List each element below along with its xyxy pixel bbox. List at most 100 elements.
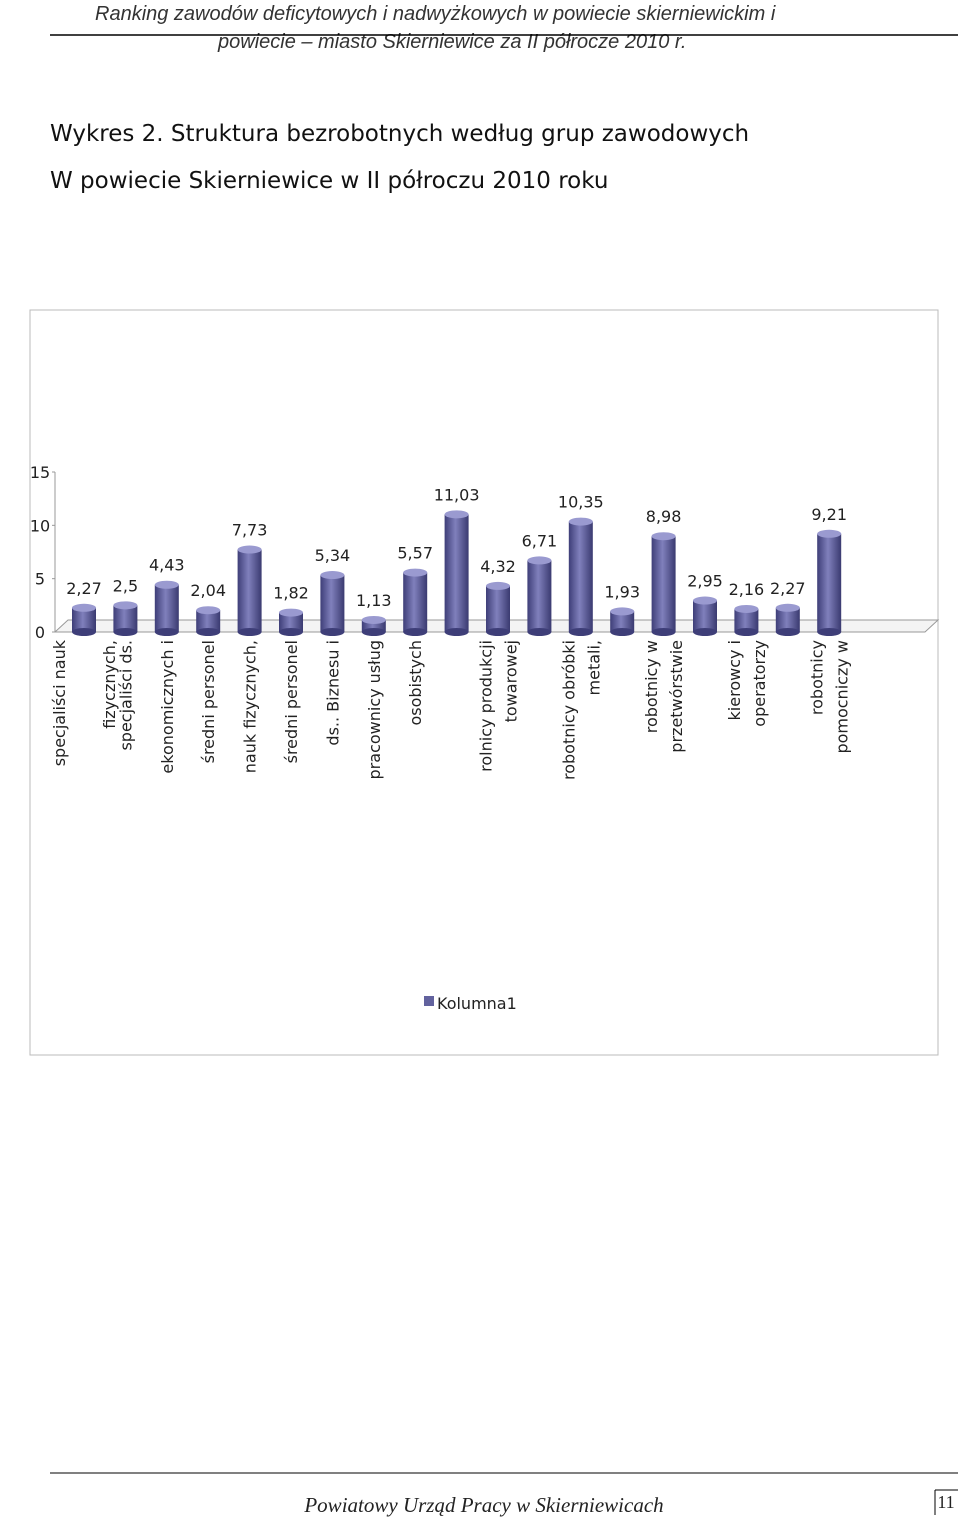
bar-body — [279, 612, 303, 632]
bar-body — [734, 608, 759, 632]
x-tick-label: przetwórstwie — [667, 640, 686, 753]
bar-top — [610, 607, 635, 616]
data-label: 2,04 — [190, 581, 226, 600]
bar-body — [154, 584, 179, 632]
bar-base — [651, 628, 676, 636]
x-tick-label: towarowej — [502, 640, 521, 722]
bar-top — [72, 603, 96, 612]
data-label: 11,03 — [434, 485, 480, 504]
bar — [154, 580, 179, 636]
bar — [568, 517, 593, 636]
bar-body — [486, 585, 510, 632]
page-number: 11 — [937, 1492, 954, 1512]
bar-body — [651, 536, 676, 632]
bar-top — [154, 580, 179, 589]
bar — [403, 568, 428, 636]
bar — [610, 607, 635, 636]
bar-top — [320, 571, 345, 580]
bar-body — [527, 560, 552, 632]
bar-base — [775, 628, 800, 636]
x-tick-label: średni personel — [282, 640, 301, 763]
bar-base — [279, 628, 303, 636]
bar-top — [527, 556, 552, 565]
bar-top — [734, 604, 759, 613]
x-tick-label: osobistych — [406, 640, 425, 726]
data-label: 2,16 — [729, 580, 765, 599]
x-tick-label: nauk fizycznych, — [241, 640, 260, 773]
bar-top — [444, 510, 469, 519]
bar — [734, 604, 759, 636]
bar-body — [237, 549, 262, 632]
bar-body — [817, 533, 842, 632]
x-tick-label: ekonomicznych i — [158, 640, 177, 774]
bar — [279, 608, 303, 636]
bar-base — [403, 628, 428, 636]
x-tick-label: robotnicy obróbki — [559, 640, 578, 780]
x-tick-label: metali, — [584, 640, 603, 695]
data-label: 6,71 — [522, 531, 558, 550]
x-tick-label: robotnicy w — [642, 640, 661, 733]
bar-top — [113, 601, 138, 610]
bar-top — [403, 568, 428, 577]
bar-body — [775, 607, 800, 632]
bar-base — [486, 628, 510, 636]
bar-top — [817, 529, 842, 538]
data-label: 2,27 — [66, 579, 102, 598]
bar-body — [113, 605, 138, 632]
x-tick-label: kierowcy i — [725, 640, 744, 720]
bar-body — [320, 575, 345, 632]
bar — [486, 581, 510, 636]
bar-top — [279, 608, 303, 617]
data-label: 10,35 — [558, 493, 604, 512]
bar — [693, 596, 717, 636]
x-tick-label: rolnicy produkcji — [477, 640, 496, 772]
bar-body — [444, 514, 469, 632]
data-label: 4,32 — [480, 557, 516, 576]
bar-body — [568, 521, 593, 632]
bar-top — [196, 606, 221, 615]
bar-base — [196, 628, 221, 636]
bar-top — [486, 581, 510, 590]
data-label: 4,43 — [149, 556, 185, 575]
x-tick-label: ds.. Biznesu i — [323, 640, 342, 746]
legend-label: Kolumna1 — [437, 994, 517, 1013]
bar — [320, 571, 345, 636]
data-label: 7,73 — [232, 521, 268, 540]
header-line: Ranking zawodów deficytowych i nadwyżkow… — [95, 3, 776, 25]
x-tick-label: specjaliści nauk — [50, 639, 69, 766]
bar-top — [651, 532, 676, 541]
bar-body — [196, 610, 221, 632]
data-label: 5,34 — [315, 546, 351, 565]
y-tick-label: 10 — [30, 516, 50, 535]
x-tick-label: specjaliści ds. — [116, 640, 135, 751]
bar-body — [403, 572, 428, 632]
bar-base — [237, 628, 262, 636]
data-label: 2,5 — [113, 576, 138, 595]
bar-base — [72, 628, 96, 636]
x-tick-label: operatorzy — [750, 640, 769, 727]
bar — [361, 615, 386, 636]
header-line: powiecie – miasto Skierniewice za II pół… — [217, 31, 686, 53]
bar-top — [361, 615, 386, 624]
data-label: 1,82 — [273, 584, 309, 603]
x-tick-label: fizycznych, — [100, 640, 119, 729]
data-label: 5,57 — [397, 544, 433, 563]
x-tick-label: średni personel — [199, 640, 218, 763]
legend-swatch — [424, 996, 434, 1006]
plot: 0 5 10 15 2,27 2,5 4,43 2,04 7,73 1,82 5,34 1,13 5,5… — [30, 463, 852, 1013]
x-tick-label: pomocniczy w — [833, 640, 852, 754]
bar — [651, 532, 676, 636]
data-label: 1,13 — [356, 591, 392, 610]
bar-base — [693, 628, 717, 636]
bar-body — [72, 607, 96, 632]
bar-base — [817, 628, 842, 636]
y-tick-label: 5 — [35, 570, 45, 589]
bar-base — [154, 628, 179, 636]
bar-base — [320, 628, 345, 636]
bar-top — [568, 517, 593, 526]
data-label: 9,21 — [811, 505, 847, 524]
caption: W powiecie Skierniewice w II półroczu 20… — [50, 168, 608, 194]
bar — [237, 545, 262, 636]
bar — [527, 556, 552, 636]
